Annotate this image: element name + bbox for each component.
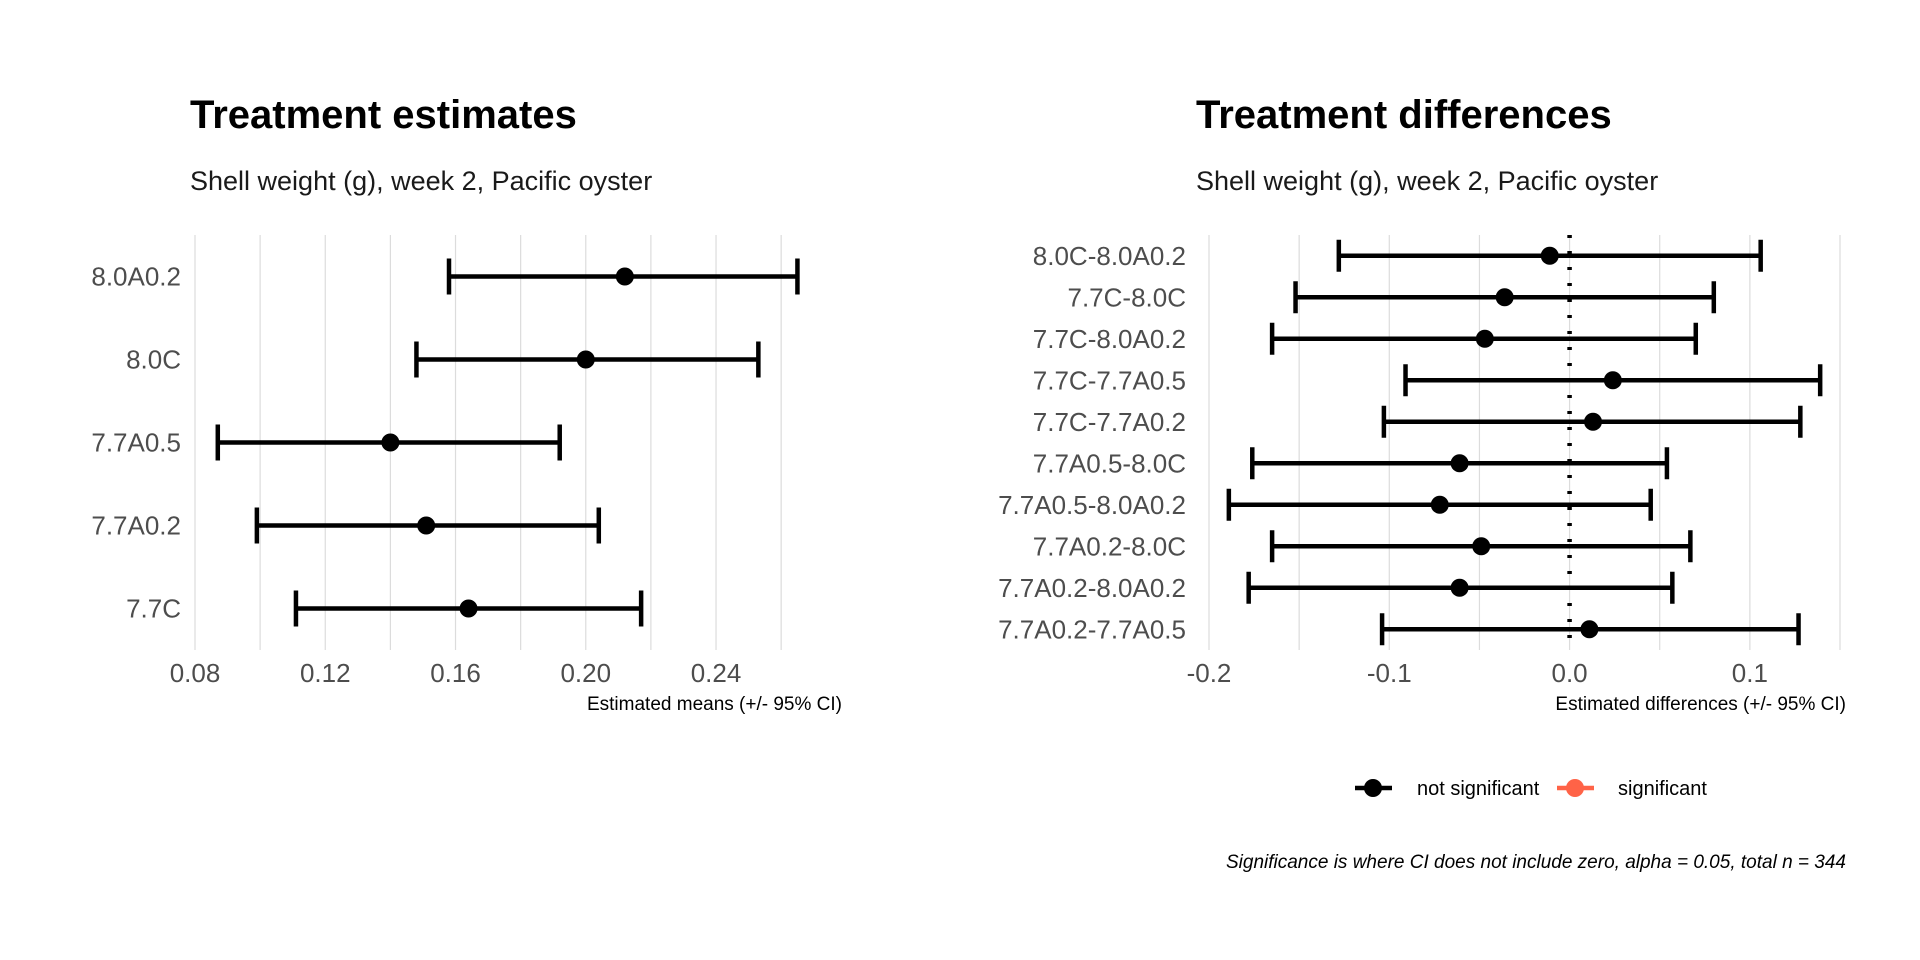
- y-tick-label: 7.7A0.5-8.0A0.2: [998, 490, 1186, 520]
- interval-7.7C-8.0C: [1293, 281, 1717, 314]
- estimate-point: [576, 350, 595, 369]
- y-tick-label: 7.7C-7.7A0.2: [1033, 407, 1186, 437]
- estimates-panel: Treatment estimates Shell weight (g), we…: [91, 93, 842, 715]
- y-tick-label: 7.7C: [126, 594, 181, 624]
- interval-7.7A0.5-8.0C: [1250, 447, 1670, 480]
- interval-7.7C-7.7A0.5: [1403, 364, 1823, 397]
- estimate-point: [1603, 371, 1622, 390]
- y-tick-label: 7.7C-8.0A0.2: [1033, 324, 1186, 354]
- legend-label-significant: significant: [1618, 778, 1707, 800]
- interval-8.0C-8.0A0.2: [1336, 239, 1763, 272]
- legend-dot-significant: [1566, 779, 1584, 797]
- x-tick-label: 0.16: [430, 658, 481, 688]
- differences-y-ticks: 8.0C-8.0A0.2 7.7C-8.0C 7.7C-8.0A0.2 7.7C-7.…: [998, 241, 1186, 645]
- estimates-y-ticks: 8.0A0.2 8.0C 7.7A0.5 7.7A0.2 7.7C: [91, 262, 181, 624]
- estimates-subtitle: Shell weight (g), week 2, Pacific oyster: [190, 166, 652, 196]
- caption: Significance is where CI does not includ…: [1226, 852, 1846, 873]
- estimate-point: [1584, 412, 1603, 431]
- interval-7.7C-8.0A0.2: [1269, 322, 1699, 355]
- estimate-point: [1495, 288, 1514, 307]
- legend-item-not-significant: not significant: [1355, 778, 1540, 800]
- interval-7.7C: [293, 590, 644, 627]
- differences-marks: [1226, 239, 1823, 646]
- y-tick-label: 8.0C: [126, 345, 181, 375]
- differences-x-ticks: -0.2 -0.1 0.0 0.1: [1187, 658, 1768, 688]
- x-tick-label: 0.24: [691, 658, 742, 688]
- y-tick-label: 7.7C-8.0C: [1068, 282, 1187, 312]
- differences-gridlines: [1208, 235, 1841, 650]
- interval-8.0A0.2: [446, 258, 800, 295]
- interval-7.7A0.2: [254, 507, 602, 544]
- differences-panel: Treatment differences Shell weight (g), …: [998, 93, 1846, 715]
- x-tick-label: 0.1: [1732, 658, 1768, 688]
- x-tick-label: -0.1: [1367, 658, 1412, 688]
- estimates-title: Treatment estimates: [190, 93, 577, 137]
- interval-7.7A0.5: [215, 424, 562, 461]
- estimate-point: [1475, 329, 1494, 348]
- estimates-x-ticks: 0.08 0.12 0.16 0.20 0.24: [170, 658, 742, 688]
- x-tick-label: -0.2: [1187, 658, 1232, 688]
- estimates-marks: [215, 258, 800, 627]
- x-tick-label: 0.12: [300, 658, 351, 688]
- estimate-point: [1450, 454, 1469, 473]
- legend-item-significant: significant: [1557, 778, 1707, 800]
- y-tick-label: 8.0A0.2: [91, 262, 181, 292]
- y-tick-label: 7.7A0.2-8.0C: [1033, 531, 1186, 561]
- estimate-point: [1450, 578, 1469, 597]
- interval-8.0C: [414, 341, 761, 378]
- y-tick-label: 7.7A0.2-8.0A0.2: [998, 573, 1186, 603]
- x-tick-label: 0.08: [170, 658, 221, 688]
- y-tick-label: 7.7A0.5-8.0C: [1033, 448, 1186, 478]
- estimate-point: [1472, 537, 1491, 556]
- interval-7.7A0.2-7.7A0.5: [1379, 613, 1801, 646]
- estimate-point: [615, 267, 634, 286]
- y-tick-label: 8.0C-8.0A0.2: [1033, 241, 1186, 271]
- estimate-point: [1580, 620, 1599, 639]
- interval-7.7C-7.7A0.2: [1381, 405, 1803, 438]
- interval-7.7A0.2-8.0A0.2: [1246, 571, 1675, 604]
- differences-title: Treatment differences: [1196, 93, 1612, 137]
- estimates-x-axis-label: Estimated means (+/- 95% CI): [587, 694, 842, 715]
- y-tick-label: 7.7A0.2-7.7A0.5: [998, 614, 1186, 644]
- y-tick-label: 7.7C-7.7A0.5: [1033, 365, 1186, 395]
- differences-subtitle: Shell weight (g), week 2, Pacific oyster: [1196, 166, 1658, 196]
- y-tick-label: 7.7A0.2: [91, 511, 181, 541]
- interval-7.7A0.2-8.0C: [1269, 530, 1693, 563]
- estimate-point: [1540, 246, 1559, 265]
- y-tick-label: 7.7A0.5: [91, 428, 181, 458]
- legend-label-not-significant: not significant: [1417, 778, 1540, 800]
- differences-x-axis-label: Estimated differences (+/- 95% CI): [1555, 694, 1846, 715]
- legend: not significant significant: [1355, 778, 1707, 800]
- estimate-point: [381, 433, 400, 452]
- estimate-point: [417, 516, 436, 535]
- x-tick-label: 0.20: [560, 658, 611, 688]
- x-tick-label: 0.0: [1551, 658, 1587, 688]
- interval-7.7A0.5-8.0A0.2: [1226, 488, 1653, 521]
- legend-dot-not-significant: [1364, 779, 1382, 797]
- estimate-point: [1430, 495, 1449, 514]
- estimate-point: [459, 599, 478, 618]
